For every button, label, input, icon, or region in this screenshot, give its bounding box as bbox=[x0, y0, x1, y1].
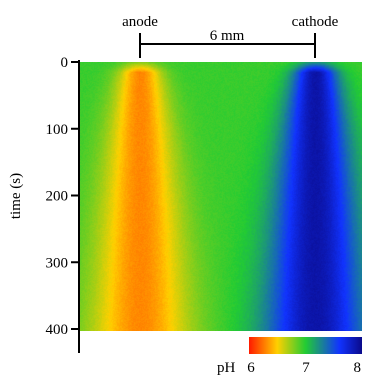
colorbar-tick-label: 7 bbox=[302, 360, 310, 376]
colorbar: pH 6 7 8 bbox=[217, 337, 362, 376]
y-axis-label: time (s) bbox=[8, 173, 24, 219]
colorbar-label: pH bbox=[217, 360, 236, 376]
colorbar-tick-label: 6 bbox=[247, 360, 255, 376]
colorbar-tick-label: 8 bbox=[354, 360, 362, 376]
colorbar-gradient bbox=[249, 337, 362, 354]
anode-label: anode bbox=[122, 14, 158, 30]
cathode-label: cathode bbox=[292, 14, 339, 30]
distance-label: 6 mm bbox=[210, 28, 245, 44]
electrode-annotations: anode cathode 6 mm bbox=[122, 14, 339, 58]
y-tick-label: 400 bbox=[46, 322, 69, 338]
y-tick-label: 200 bbox=[46, 189, 69, 205]
y-tick-label: 300 bbox=[46, 255, 69, 271]
heatmap-image bbox=[80, 62, 362, 331]
y-axis: 0 100 200 300 400 time (s) bbox=[8, 55, 80, 353]
y-tick-label: 0 bbox=[61, 55, 69, 71]
y-tick-label: 100 bbox=[46, 122, 69, 138]
